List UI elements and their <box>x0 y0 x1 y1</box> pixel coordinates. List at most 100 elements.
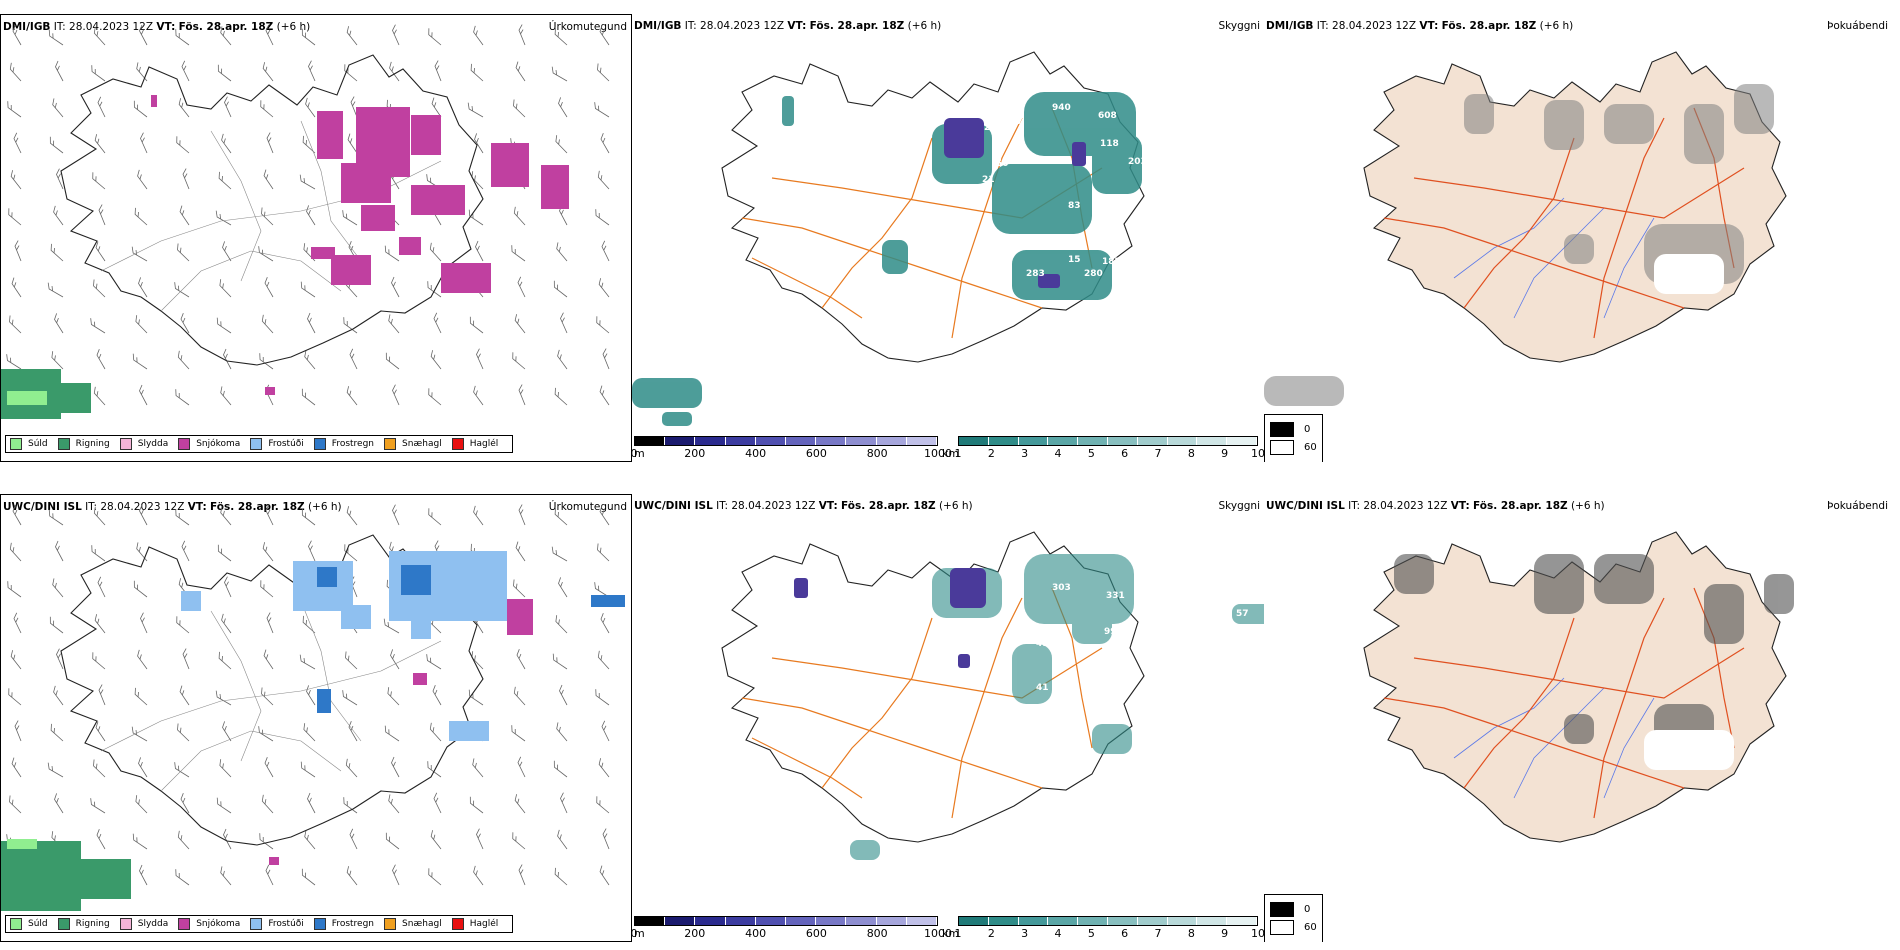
visibility-scale-tick: 6 <box>1121 927 1129 940</box>
ceiling-scale-swatch <box>755 917 787 925</box>
freezing-rain-areas <box>317 565 625 713</box>
ceiling-scale-swatch <box>695 917 726 925</box>
wind-barb <box>349 348 358 370</box>
wind-barb <box>518 24 526 46</box>
wind-barb <box>91 65 106 82</box>
wind-barb <box>558 97 568 118</box>
wind-barb <box>93 279 106 298</box>
wind-barb <box>265 24 274 46</box>
visibility-scale-bar <box>958 436 1258 446</box>
legend-swatch <box>10 918 22 930</box>
visibility-scale-swatch <box>1167 917 1198 925</box>
wind-barb <box>392 504 400 526</box>
wind-barb <box>49 136 64 154</box>
wind-barb <box>90 318 106 334</box>
ceiling-scale: 0 200 400 600 800 1000 <box>632 436 952 460</box>
ceiling-scale-tick: 0 <box>632 447 638 460</box>
ceiling-scale-tick: 200 <box>684 927 706 940</box>
visibility-scale-tick: 10 <box>1251 447 1264 460</box>
wind-barb <box>388 794 400 814</box>
ceiling-scale-swatch <box>786 437 817 445</box>
visibility-scale-swatch <box>1197 917 1228 925</box>
ceiling-unit: m <box>634 927 645 940</box>
wind-barb <box>94 614 106 634</box>
visibility-scale: 1 2 3 4 5 6 7 8 9 10 <box>955 916 1264 940</box>
wind-barb <box>384 725 400 742</box>
wind-barb <box>263 169 274 190</box>
wind-barb <box>92 652 106 670</box>
wind-barb <box>307 792 316 814</box>
cloud-base-label: 50 <box>996 159 1009 169</box>
wind-barb <box>52 98 64 118</box>
ceiling-scale-swatch <box>846 437 877 445</box>
wind-barb <box>597 543 610 562</box>
wind-barb <box>428 868 442 886</box>
wind-barb <box>383 618 400 634</box>
wind-barb <box>50 243 64 262</box>
visibility-scale-bar <box>958 916 1258 926</box>
cloud-base-label: 261 <box>984 123 1003 133</box>
wind-barb <box>346 866 358 886</box>
legend-label: Snjókoma <box>196 439 241 449</box>
snow-areas <box>151 95 569 395</box>
wind-barb <box>430 830 442 850</box>
visibility-scale-swatch <box>1078 437 1108 445</box>
wind-barb <box>261 314 274 334</box>
wind-barb <box>137 649 148 670</box>
fog-key-label: 60 <box>1304 442 1317 453</box>
wind-barb <box>598 278 610 298</box>
wind-barb <box>516 649 526 670</box>
wind-barb <box>174 762 190 778</box>
wind-barb <box>304 830 316 850</box>
wind-barb <box>215 690 232 706</box>
wind-barb <box>301 388 316 406</box>
wind-barb <box>132 353 148 370</box>
visibility-scale-swatch <box>959 917 989 925</box>
wind-barb <box>137 169 148 190</box>
fog-key-label: 0 <box>1304 424 1311 435</box>
wind-barb <box>476 828 484 850</box>
wind-barb <box>266 612 274 634</box>
wind-barb <box>513 206 526 226</box>
precip-map <box>1 24 610 419</box>
fog-key-row: 60 <box>1270 440 1317 455</box>
wind-barb <box>300 281 316 298</box>
wind-barb <box>258 246 274 262</box>
wind-barb <box>222 721 232 742</box>
legend-item: Haglél <box>451 918 498 930</box>
fog-key-swatch <box>1270 422 1294 437</box>
wind-barb <box>598 758 610 778</box>
wind-barb <box>93 386 106 406</box>
ceiling-scale-swatch <box>695 437 726 445</box>
wind-barb <box>559 684 568 706</box>
legend-item: Frostúði <box>250 438 304 450</box>
fog-panel-row2: UWC/DINI ISL IT: 28.04.2023 12Z VT: Fös.… <box>1264 494 1900 942</box>
visibility-scale-swatch <box>1167 437 1198 445</box>
wind-barb <box>7 101 22 118</box>
wind-barb <box>176 136 190 154</box>
cloud-base-label: 520 <box>1142 107 1161 117</box>
wind-barb <box>427 281 442 298</box>
wind-barb <box>301 508 316 526</box>
cloud-base-label: 303 <box>1052 583 1071 593</box>
wind-barb <box>56 168 64 190</box>
wind-barb <box>346 506 358 526</box>
wind-barb <box>343 797 358 814</box>
parameter-title: Þokuábendi <box>1827 20 1888 32</box>
wind-barb <box>177 830 190 850</box>
wind-barb <box>556 722 568 742</box>
wind-barb <box>93 506 106 526</box>
wind-barb <box>56 648 64 670</box>
wind-barb <box>554 27 568 46</box>
cloud-base-label: 967 <box>1004 117 1023 127</box>
wind-barb <box>140 612 148 634</box>
wind-barb <box>133 100 148 118</box>
visibility-scale-swatch <box>988 917 1019 925</box>
wind-barb <box>138 277 148 298</box>
legend-label: Frostregn <box>331 919 375 929</box>
wind-barb <box>601 720 610 742</box>
wind-barb <box>138 757 148 778</box>
wind-barb <box>551 66 568 82</box>
wind-barb <box>599 505 610 526</box>
visibility-panel-row2: UWC/DINI ISL IT: 28.04.2023 12Z VT: Fös.… <box>632 494 1264 942</box>
